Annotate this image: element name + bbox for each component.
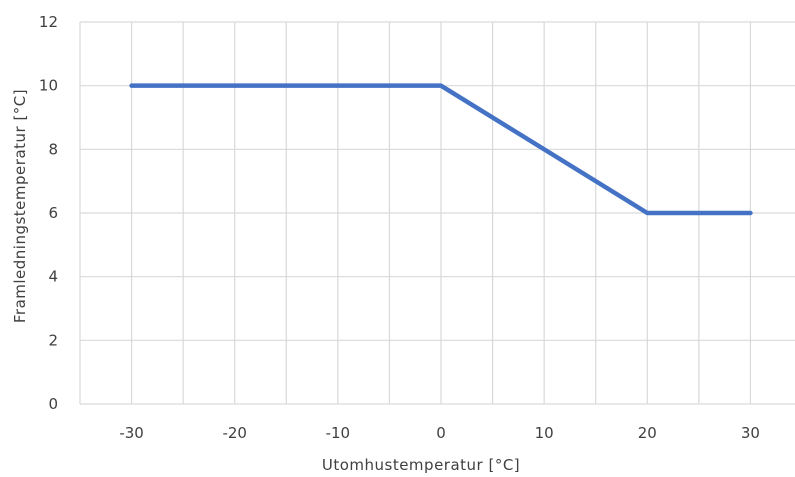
y-tick-label: 8 [48, 140, 58, 158]
x-tick-label: 20 [638, 424, 657, 442]
x-axis-title: Utomhustemperatur [°C] [322, 456, 520, 474]
x-tick-label: -30 [119, 424, 144, 442]
y-tick-label: 6 [48, 204, 58, 222]
y-tick-label: 10 [39, 77, 58, 95]
tick-labels: 0 2 4 6 8 10 12 -30 -20 -10 0 10 20 30 [39, 13, 760, 442]
y-axis-title: Framledningstemperatur [°C] [11, 89, 29, 323]
series-lines [129, 83, 753, 216]
x-tick-label: 10 [535, 424, 554, 442]
x-tick-label: 30 [741, 424, 760, 442]
series-line [129, 83, 753, 216]
y-tick-label: 2 [48, 331, 58, 349]
x-tick-label: -10 [326, 424, 351, 442]
y-tick-label: 0 [48, 395, 58, 413]
y-tick-label: 12 [39, 13, 58, 31]
x-tick-label: 0 [436, 424, 446, 442]
y-tick-label: 4 [48, 268, 58, 286]
x-tick-label: -20 [222, 424, 247, 442]
